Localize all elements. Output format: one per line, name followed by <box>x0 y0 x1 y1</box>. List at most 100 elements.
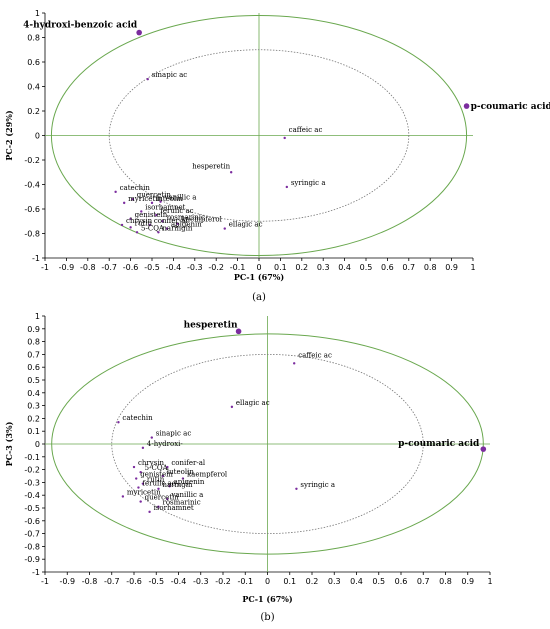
data-point-label: myricetin <box>127 488 161 496</box>
data-point-label: hesperetin <box>184 320 238 330</box>
data-point-label: myricetin <box>128 195 162 203</box>
y-tick-label: -0.2 <box>24 466 40 475</box>
y-tick-label: -0.5 <box>24 504 40 513</box>
data-point-label: luteolin <box>156 195 183 203</box>
x-tick-label: -0.7 <box>104 577 120 586</box>
data-point <box>165 227 169 230</box>
data-point-label: naringin <box>162 224 192 232</box>
y-tick-label: 0.3 <box>27 402 40 411</box>
data-point <box>159 200 162 203</box>
data-point <box>135 231 139 234</box>
y-tick-label: 0.2 <box>27 414 40 423</box>
data-point <box>229 171 233 174</box>
y-tick-label: -1 <box>32 254 40 263</box>
data-point <box>157 505 160 508</box>
x-tick-label: -0.7 <box>101 263 117 272</box>
x-axis-label: PC-1 (67%) <box>234 272 285 282</box>
data-point-label: sinapic ac <box>152 71 188 79</box>
data-point <box>155 213 158 217</box>
x-tick-label: 0 <box>265 577 270 586</box>
data-point-label: ellagic ac <box>229 221 263 229</box>
x-tick-label: -0.3 <box>193 577 209 586</box>
data-point-label: syringic a <box>291 179 326 187</box>
data-point-label: apigenin <box>174 478 205 486</box>
y-axis-label: PC-2 (29%) <box>4 110 14 161</box>
data-point-label: conifer-al <box>154 217 189 225</box>
data-point <box>293 362 296 365</box>
data-point-label: chrysin <box>138 459 165 467</box>
chart-panel-b: -1 -0.9 -0.8 -0.7 -0.6 -0.5 -0.4 -0.3 -0.2 -0.1 0 0… <box>4 312 493 623</box>
data-point-label: vanillic a <box>164 194 197 202</box>
x-tick-label: 0.8 <box>439 577 452 586</box>
x-tick-label: 1 <box>470 263 475 272</box>
data-point <box>121 495 125 498</box>
x-axis-label: PC-1 (67%) <box>242 594 293 604</box>
y-tick-label: -0.9 <box>24 555 40 564</box>
x-tick-label: 0.4 <box>350 577 363 586</box>
x-tick-label: -0.2 <box>208 263 224 272</box>
data-point <box>146 77 149 81</box>
data-point <box>141 482 145 485</box>
data-point <box>230 405 234 409</box>
data-point <box>168 485 171 488</box>
data-point-label: rutin <box>147 476 165 484</box>
panel-label: (b) <box>260 612 274 623</box>
y-tick-label: -0.3 <box>24 478 40 487</box>
data-point <box>148 510 151 514</box>
x-tick-label: -0.3 <box>187 263 203 272</box>
data-point <box>141 446 145 450</box>
data-point <box>181 477 185 480</box>
inner-correlation-ellipse <box>108 49 410 222</box>
data-point <box>176 222 179 225</box>
data-point-label: rutin <box>135 219 153 227</box>
x-tick-label: 0.7 <box>402 263 415 272</box>
y-tick-label: -0.2 <box>24 156 40 165</box>
y-tick-label: 0.4 <box>27 389 40 398</box>
y-tick-label: 0.6 <box>27 58 40 67</box>
data-point-label: catechin <box>120 184 151 192</box>
data-point-label: apigenin <box>171 221 202 229</box>
y-axis-label: PC-3 (3%) <box>4 421 14 466</box>
x-tick-label: 0 <box>256 263 261 272</box>
outer-correlation-ellipse <box>50 14 468 257</box>
data-point <box>166 465 169 469</box>
data-point <box>157 487 160 490</box>
data-point <box>132 465 136 469</box>
y-tick-label: -0.7 <box>24 530 40 539</box>
data-point <box>161 474 165 478</box>
x-tick-label: -0.8 <box>82 577 98 586</box>
x-tick-label: -1 <box>41 263 49 272</box>
x-tick-label: -0.4 <box>166 263 182 272</box>
x-tick-label: 0.3 <box>328 577 341 586</box>
x-tick-label: 0.5 <box>372 577 385 586</box>
data-point-label: kaempferol <box>187 471 228 479</box>
y-tick-label: 1 <box>35 9 40 18</box>
outer-correlation-ellipse <box>51 333 484 555</box>
y-tick-label: -0.8 <box>24 230 40 239</box>
data-point-label: vanillic a <box>170 491 203 499</box>
data-point <box>129 217 132 220</box>
data-point-label: rosmarinic <box>167 213 205 221</box>
y-tick-label: 1 <box>35 312 40 321</box>
y-tick-label: -0.1 <box>24 453 40 462</box>
data-point-label: 4-hydroxi- <box>147 440 184 448</box>
x-tick-label: 1 <box>487 577 492 586</box>
y-tick-label: 0.9 <box>27 325 40 334</box>
data-point-label: rosmarinic <box>162 499 200 507</box>
data-point <box>140 210 143 213</box>
x-tick-label: 0.4 <box>338 263 351 272</box>
x-tick-label: 0.6 <box>381 263 394 272</box>
data-point <box>148 223 152 227</box>
y-tick-label: -0.6 <box>24 205 40 214</box>
data-point-label: 5-CQA <box>141 224 165 232</box>
x-tick-label: -0.1 <box>237 577 253 586</box>
x-tick-label: -0.6 <box>123 263 139 272</box>
x-tick-label: 0.9 <box>461 577 474 586</box>
data-point <box>137 486 140 489</box>
y-tick-label: 0.2 <box>27 107 40 116</box>
x-tick-label: -1 <box>41 577 49 586</box>
x-tick-label: 0.9 <box>445 263 458 272</box>
data-point-label: kaempferol <box>182 216 223 224</box>
data-point <box>114 190 117 194</box>
